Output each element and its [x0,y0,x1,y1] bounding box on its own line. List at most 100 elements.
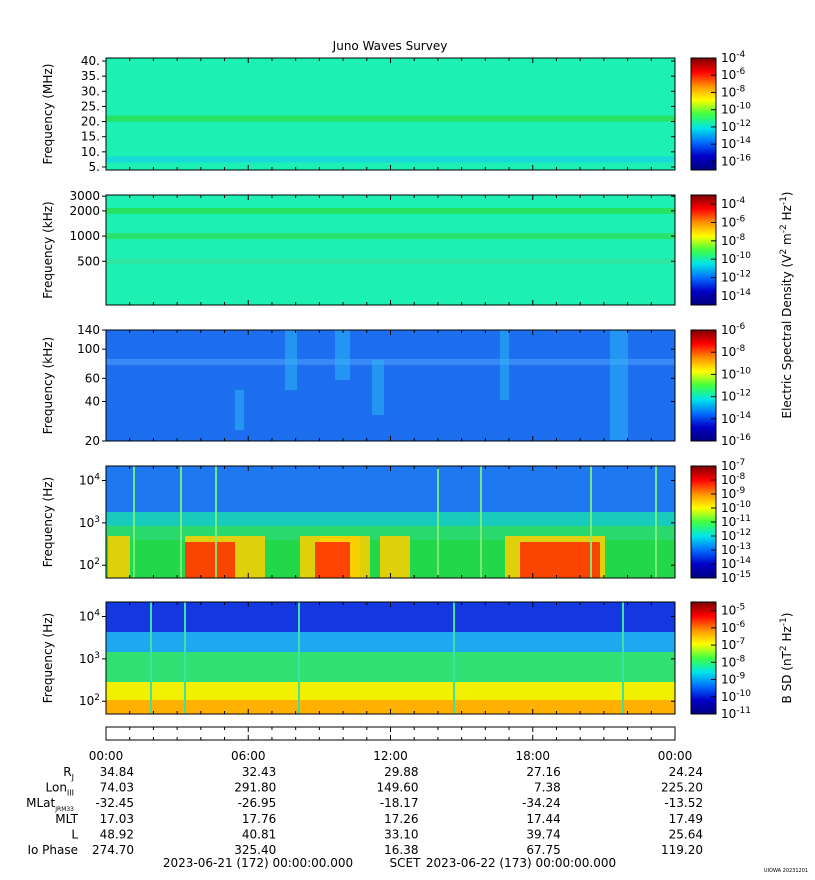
colorbar-1: 10-4 10-6 10-8 10-10 10-12 10-14 10-16 [690,50,751,171]
colorbar-tick-label: 10-15 [721,570,751,585]
ephemeris-label: MLT [55,812,78,826]
time-tick-label: 12:00 [373,749,408,763]
burst-line [184,602,186,714]
colorbar-tick-label: 10-9 [721,672,746,687]
colorbar-4: 10-710-810-910-1010-1110-1210-1310-1410-… [690,458,751,585]
time-tick-label: 06:00 [231,749,266,763]
time-tick-label: 00:00 [89,749,124,763]
ephemeris-value: 34.84 [100,765,134,779]
ephemeris-value: 7.38 [534,781,561,795]
emission-band [106,233,675,240]
burst-line [133,466,135,578]
colorbar-tick-label: 10-10 [721,102,751,117]
ephemeris-value: -32.45 [95,796,134,810]
ephemeris-value: 17.49 [669,812,703,826]
scet-end-label: 2023-06-22 (173) 00:00:00.000 [426,856,616,870]
scet-label: SCET [390,856,422,870]
ephemeris-value: 40.81 [242,827,276,841]
y-tick-label: 15. [81,130,100,144]
burst-line [590,466,592,578]
emission-streak [285,330,297,390]
ephemeris-value: 325.40 [234,843,276,857]
y-tick-label: 102 [79,557,100,572]
activity-core [185,542,235,578]
transition-band [106,512,675,526]
ephemeris-value: 17.76 [242,812,276,826]
ephemeris-value: 149.60 [377,781,419,795]
colorbar-tick-label: 10-6 [721,322,746,337]
panel-3: 20 40 60 100 140 Frequency (kHz) 10-6 10-8 10-10… [41,322,751,448]
emission-band [106,258,675,265]
y-tick-label: 500 [77,254,100,268]
colorbar-tick-label: 10-8 [721,84,746,99]
time-axis: 00:00 06:00 12:00 18:00 00:00 [89,726,692,763]
activity-core [520,542,600,578]
colorbar-tick-label: 10-7 [721,458,745,473]
colorbar-tick-label: 10-12 [721,389,751,404]
ephemeris-value: 48.92 [100,827,134,841]
emission-band [106,358,675,365]
ephemeris-value: 17.03 [100,812,134,826]
colorbar-scale [690,57,717,171]
y-axis-label: Frequency (MHz) [41,64,55,165]
colorbar-tick-label: 10-10 [721,689,751,704]
svg-text:Electric Spectral Density (V2: Electric Spectral Density (V2 m-2 Hz-1) [779,191,794,418]
y-tick-label: 35. [81,69,100,83]
ephemeris-value: 27.16 [526,765,560,779]
colorbar-tick-label: 10-14 [721,411,751,426]
low-band [106,682,675,700]
y-tick-label: 3000 [69,189,100,203]
burst-line [180,466,182,578]
spectrogram-panels: 5.10.15.20. 25.30.35.40. Frequency (MHz) 10… [41,50,751,721]
colorbar-tick-label: 10-12 [721,119,751,134]
burst-line [437,466,439,578]
ephemeris-value: 225.20 [661,781,703,795]
burst-line [150,602,152,714]
ephemeris-value: 17.44 [526,812,560,826]
burst-line [298,602,300,714]
colorbar-tick-label: 10-11 [721,706,751,721]
emission-streak [235,390,244,430]
colorbar-tick-label: 10-8 [721,654,746,669]
ephemeris-value: 67.75 [526,843,560,857]
colorbar-3: 10-6 10-8 10-10 10-12 10-14 10-16 [690,322,751,448]
ephemeris-value: -26.95 [238,796,277,810]
colorbar-tick-label: 10-8 [721,344,746,359]
colorbar-scale [690,329,717,442]
mid-band [106,652,675,682]
ephemeris-label: Io Phase [27,843,78,857]
ephemeris-value: 119.20 [661,843,703,857]
ephemeris-value: 74.03 [100,781,134,795]
ephemeris-value: 17.26 [384,812,418,826]
y-tick-label: 60 [85,371,100,385]
y-tick-label: 104 [79,609,100,624]
y-axis-label: Frequency (Hz) [41,613,55,704]
footer-stamp: UIOWA 20231201 [764,868,808,874]
panel-1: 5.10.15.20. 25.30.35.40. Frequency (MHz) 10… [41,50,751,174]
y-axis-label: Frequency (kHz) [41,337,55,434]
colorbar-tick-label: 10-14 [721,288,751,303]
scet-start-label: 2023-06-21 (172) 00:00:00.000 [163,856,353,870]
ephemeris-value: -34.24 [522,796,561,810]
colorbar-tick-label: 10-11 [721,514,751,529]
y-tick-label: 25. [81,99,100,113]
y-tick-label: 10. [81,145,100,159]
magnetic-colorbar-title: B SD (nT2 Hz-1) [779,613,794,704]
y-tick-label: 40 [85,394,100,408]
y-tick-label: 102 [79,693,100,708]
ephemeris-value: 274.70 [92,843,134,857]
colorbar-tick-label: 10-9 [721,486,746,501]
y-tick-label: 30. [81,84,100,98]
emission-streak [610,330,628,440]
colorbar-tick-label: 10-5 [721,603,745,618]
y-tick-label: 100 [77,342,100,356]
y-axis-label: Frequency (kHz) [41,201,55,298]
emission-band [106,115,675,122]
upper-band [106,466,675,512]
y-tick-label: 20 [85,434,100,448]
y-tick-label: 140 [77,323,100,337]
colorbar-tick-label: 10-10 [721,366,751,381]
colorbar-tick-label: 10-16 [721,433,751,448]
ephemeris-value: 33.10 [384,827,418,841]
